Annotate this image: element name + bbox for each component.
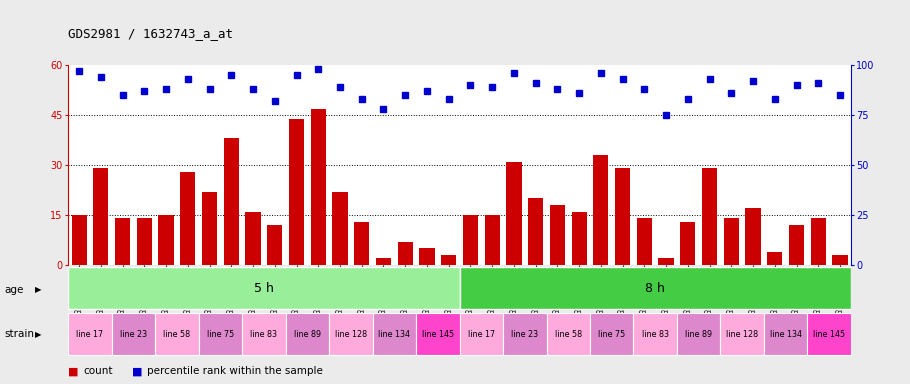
Text: GDS2981 / 1632743_a_at: GDS2981 / 1632743_a_at: [68, 27, 233, 40]
FancyBboxPatch shape: [763, 313, 807, 355]
Text: line 23: line 23: [511, 329, 539, 339]
Text: ■: ■: [132, 366, 143, 376]
Bar: [224, 139, 239, 265]
Bar: [702, 169, 717, 265]
Bar: [136, 218, 152, 265]
Text: line 83: line 83: [250, 329, 278, 339]
FancyBboxPatch shape: [286, 313, 329, 355]
Bar: [463, 215, 478, 265]
FancyBboxPatch shape: [242, 313, 286, 355]
Bar: [593, 155, 609, 265]
Text: line 17: line 17: [468, 329, 495, 339]
FancyBboxPatch shape: [68, 267, 460, 309]
Text: line 58: line 58: [164, 329, 190, 339]
Bar: [745, 209, 761, 265]
FancyBboxPatch shape: [590, 313, 633, 355]
Text: line 83: line 83: [642, 329, 669, 339]
FancyBboxPatch shape: [677, 313, 721, 355]
Bar: [180, 172, 196, 265]
FancyBboxPatch shape: [503, 313, 547, 355]
Bar: [398, 242, 413, 265]
Text: percentile rank within the sample: percentile rank within the sample: [147, 366, 323, 376]
Text: count: count: [84, 366, 113, 376]
Bar: [288, 119, 304, 265]
Text: age: age: [5, 285, 24, 295]
Bar: [332, 192, 348, 265]
Text: strain: strain: [5, 329, 35, 339]
Text: line 128: line 128: [726, 329, 758, 339]
Bar: [115, 218, 130, 265]
FancyBboxPatch shape: [633, 313, 677, 355]
Bar: [723, 218, 739, 265]
FancyBboxPatch shape: [112, 313, 156, 355]
Text: ■: ■: [68, 366, 79, 376]
Text: line 145: line 145: [421, 329, 454, 339]
Text: line 134: line 134: [770, 329, 802, 339]
Text: line 23: line 23: [120, 329, 147, 339]
Bar: [506, 162, 521, 265]
Bar: [202, 192, 217, 265]
Bar: [550, 205, 565, 265]
Bar: [354, 222, 369, 265]
Text: ▶: ▶: [35, 285, 41, 295]
Bar: [767, 252, 783, 265]
FancyBboxPatch shape: [460, 267, 851, 309]
Bar: [528, 199, 543, 265]
Bar: [72, 215, 86, 265]
Bar: [615, 169, 631, 265]
FancyBboxPatch shape: [68, 313, 112, 355]
FancyBboxPatch shape: [329, 313, 372, 355]
Bar: [158, 215, 174, 265]
Bar: [268, 225, 282, 265]
FancyBboxPatch shape: [721, 313, 763, 355]
Bar: [246, 212, 260, 265]
FancyBboxPatch shape: [372, 313, 416, 355]
Text: line 89: line 89: [685, 329, 713, 339]
FancyBboxPatch shape: [416, 313, 460, 355]
Text: 8 h: 8 h: [645, 281, 665, 295]
Bar: [441, 255, 456, 265]
Text: line 145: line 145: [813, 329, 845, 339]
Text: line 17: line 17: [76, 329, 104, 339]
FancyBboxPatch shape: [807, 313, 851, 355]
Text: line 89: line 89: [294, 329, 321, 339]
FancyBboxPatch shape: [460, 313, 503, 355]
Text: ▶: ▶: [35, 329, 41, 339]
Bar: [659, 258, 673, 265]
Text: line 128: line 128: [335, 329, 367, 339]
Text: 5 h: 5 h: [254, 281, 274, 295]
Bar: [833, 255, 847, 265]
FancyBboxPatch shape: [156, 313, 198, 355]
Bar: [484, 215, 500, 265]
Bar: [680, 222, 695, 265]
Text: line 58: line 58: [555, 329, 581, 339]
Bar: [376, 258, 391, 265]
Text: line 75: line 75: [207, 329, 234, 339]
Bar: [420, 248, 435, 265]
Bar: [571, 212, 587, 265]
Bar: [310, 109, 326, 265]
Text: line 75: line 75: [598, 329, 625, 339]
Text: line 134: line 134: [379, 329, 410, 339]
Bar: [637, 218, 652, 265]
Bar: [789, 225, 804, 265]
FancyBboxPatch shape: [547, 313, 590, 355]
FancyBboxPatch shape: [198, 313, 242, 355]
Bar: [811, 218, 826, 265]
Bar: [93, 169, 108, 265]
